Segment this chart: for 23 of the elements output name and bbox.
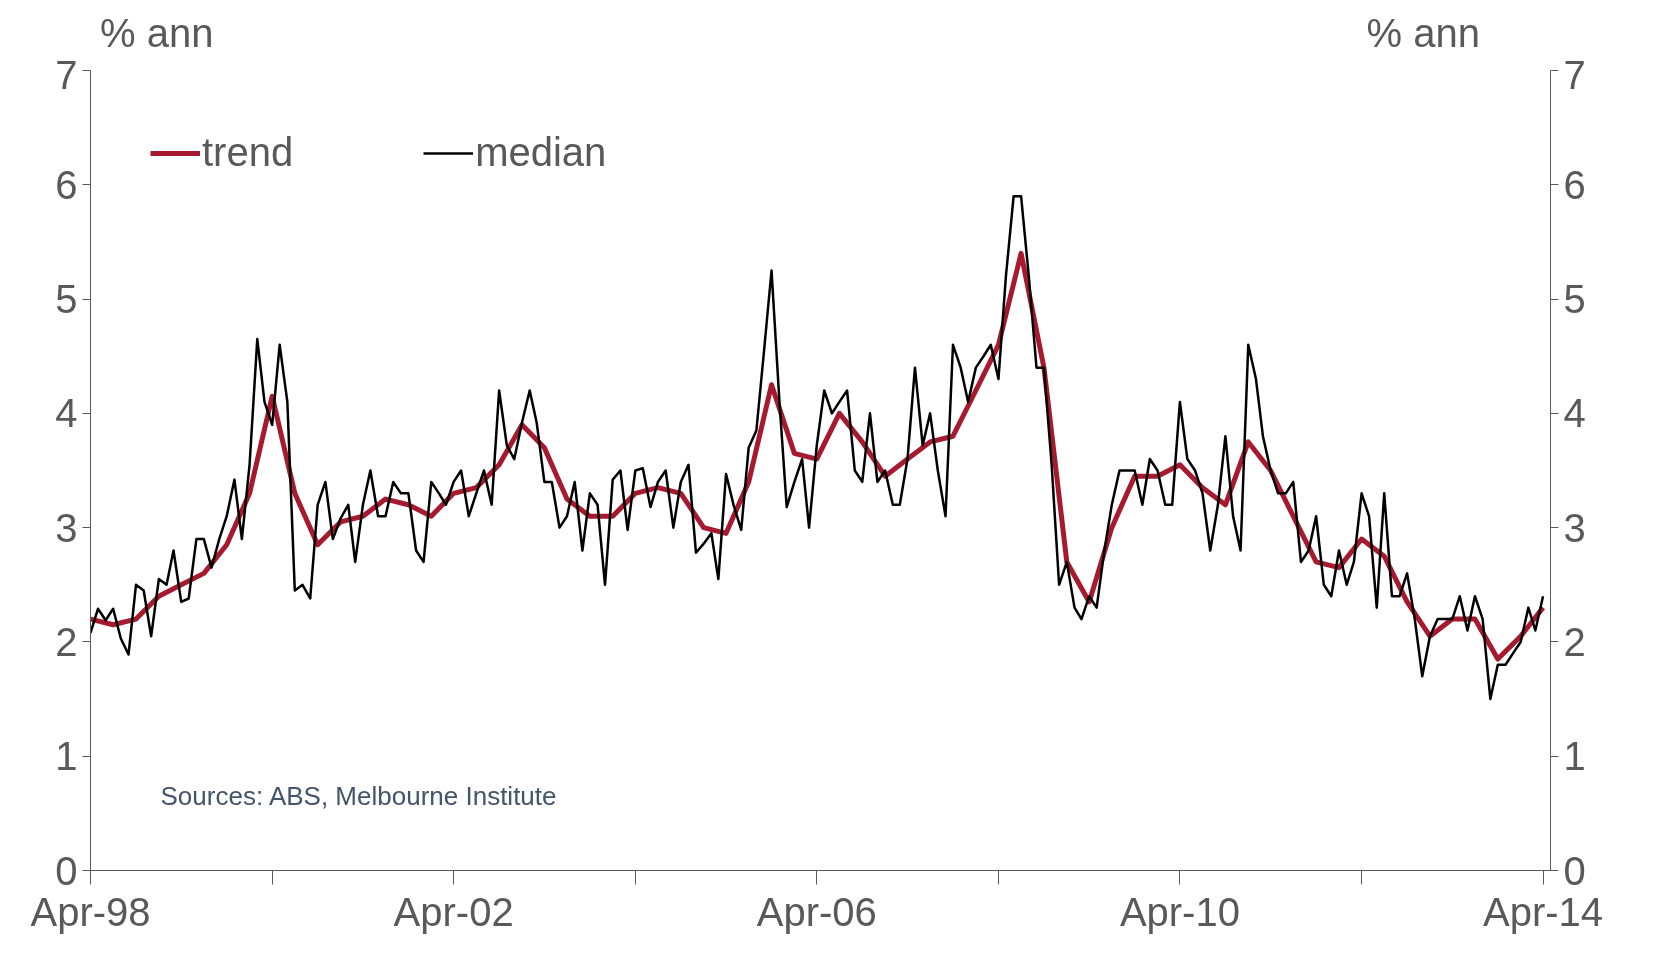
x-tick-label: Apr-06 [756,889,877,934]
y-tick-label: 4 [55,391,78,436]
legend-label: median [475,130,607,175]
y2-tick-label: 4 [1563,391,1586,436]
legend-label: trend [202,130,294,175]
y2-tick-label: 5 [1563,277,1586,322]
y-tick-label: 2 [55,619,78,664]
x-tick-label: Apr-10 [1119,889,1240,934]
x-tick-label: Apr-02 [393,889,514,934]
y2-tick-label: 6 [1563,162,1586,207]
y2-axis-title: % ann [1366,10,1480,57]
y-tick-label: 1 [55,734,78,779]
annotation: Sources: ABS, Melbourne Institute [160,780,557,811]
line-series [90,194,1545,701]
y-tick-label: 7 [55,52,78,97]
y2-tick-label: 3 [1563,505,1586,550]
y-axis-title: % ann [100,10,214,57]
y2-tick-label: 2 [1563,619,1586,664]
y2-tick-label: 1 [1563,734,1586,779]
y2-tick-label: 7 [1563,52,1586,97]
y-tick-label: 6 [55,162,78,207]
y-tick-label: 5 [55,277,78,322]
y-tick-label: 3 [55,505,78,550]
